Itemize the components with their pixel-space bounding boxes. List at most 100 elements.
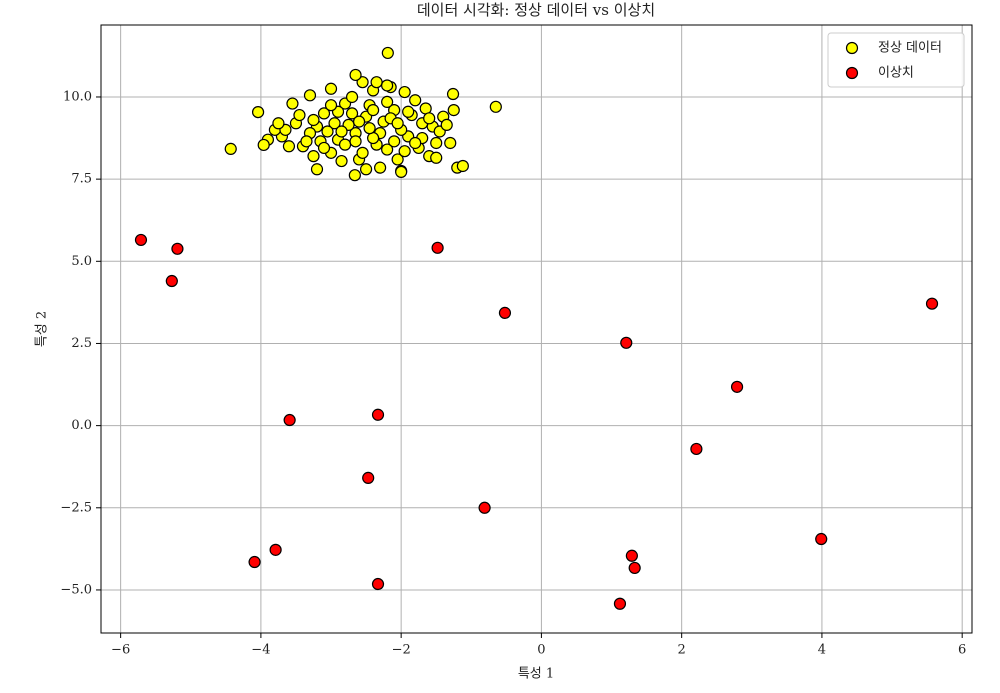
point	[409, 136, 422, 150]
point	[430, 136, 443, 150]
point	[398, 145, 411, 158]
point	[388, 135, 401, 148]
point	[398, 85, 411, 99]
point	[356, 146, 369, 159]
point	[349, 135, 362, 148]
point	[272, 117, 285, 130]
point	[286, 97, 299, 110]
x-tick-label: 0	[537, 643, 545, 658]
point	[283, 413, 296, 427]
point	[925, 297, 939, 310]
point	[348, 169, 361, 182]
point	[395, 165, 408, 179]
point	[335, 154, 348, 168]
point	[402, 105, 415, 118]
point	[478, 501, 491, 514]
point	[324, 82, 338, 95]
point	[620, 336, 633, 349]
y-tick-label: −2.5	[60, 500, 92, 515]
point	[363, 122, 376, 135]
point	[447, 104, 460, 117]
y-tick-label: −5.0	[60, 582, 92, 597]
point	[345, 107, 359, 120]
point	[352, 115, 366, 128]
chart-title: 데이터 시각화: 정상 데이터 vs 이상치	[417, 1, 655, 19]
point	[345, 90, 359, 104]
point	[430, 151, 443, 164]
y-tick-label: 7.5	[71, 172, 92, 187]
point	[317, 107, 331, 120]
point	[381, 46, 394, 60]
point	[269, 543, 282, 556]
point	[338, 138, 352, 151]
point	[423, 112, 436, 125]
point	[391, 117, 404, 130]
x-tick-label: 4	[818, 643, 826, 658]
point	[391, 153, 404, 166]
x-tick-label: 6	[958, 643, 966, 658]
point	[815, 532, 828, 546]
point	[317, 141, 331, 155]
point	[134, 233, 148, 247]
point	[310, 163, 324, 176]
point	[248, 555, 261, 569]
point	[446, 87, 460, 101]
point	[409, 94, 422, 107]
plot-frame	[100, 24, 973, 634]
legend-label: 정상 데이터	[878, 41, 942, 56]
y-tick-label: 0.0	[71, 418, 92, 433]
point	[349, 68, 362, 82]
point	[613, 597, 627, 610]
point	[628, 561, 641, 575]
point	[300, 135, 313, 148]
point	[371, 577, 385, 591]
point	[498, 306, 512, 319]
point	[321, 125, 334, 138]
point	[324, 99, 338, 112]
x-tick-label: −2	[392, 643, 411, 658]
point	[456, 159, 469, 173]
legend-marker	[845, 41, 859, 55]
x-axis-label: 특성 1	[518, 667, 554, 682]
point	[431, 241, 444, 254]
x-tick-label: −6	[111, 643, 130, 658]
point	[371, 408, 385, 421]
point	[370, 76, 383, 89]
legend-marker	[845, 66, 859, 80]
point	[293, 108, 306, 122]
y-tick-label: 5.0	[71, 254, 92, 269]
point	[362, 471, 375, 484]
point	[303, 89, 317, 102]
point	[282, 140, 296, 153]
y-tick-label: 10.0	[63, 89, 92, 104]
point	[307, 113, 320, 127]
point	[444, 136, 457, 150]
point	[489, 100, 502, 113]
point	[171, 242, 184, 255]
y-tick-label: 2.5	[71, 336, 92, 351]
point	[366, 104, 380, 117]
point	[625, 549, 638, 562]
point	[328, 117, 341, 130]
point	[381, 143, 394, 156]
point	[307, 150, 320, 163]
point	[730, 380, 744, 393]
x-tick-label: 2	[678, 643, 686, 658]
x-tick-label: −4	[251, 643, 270, 658]
point	[381, 79, 394, 92]
point	[224, 142, 237, 156]
point	[335, 125, 348, 138]
point	[251, 105, 265, 119]
point	[257, 138, 270, 152]
legend-box	[827, 32, 965, 88]
legend-label: 이상치	[878, 66, 914, 81]
point	[381, 95, 394, 109]
point	[359, 163, 373, 176]
point	[374, 161, 387, 174]
point	[690, 442, 703, 456]
point	[356, 76, 369, 89]
point	[440, 118, 453, 132]
y-axis-label: 특성 2	[35, 311, 50, 347]
point	[165, 274, 178, 288]
